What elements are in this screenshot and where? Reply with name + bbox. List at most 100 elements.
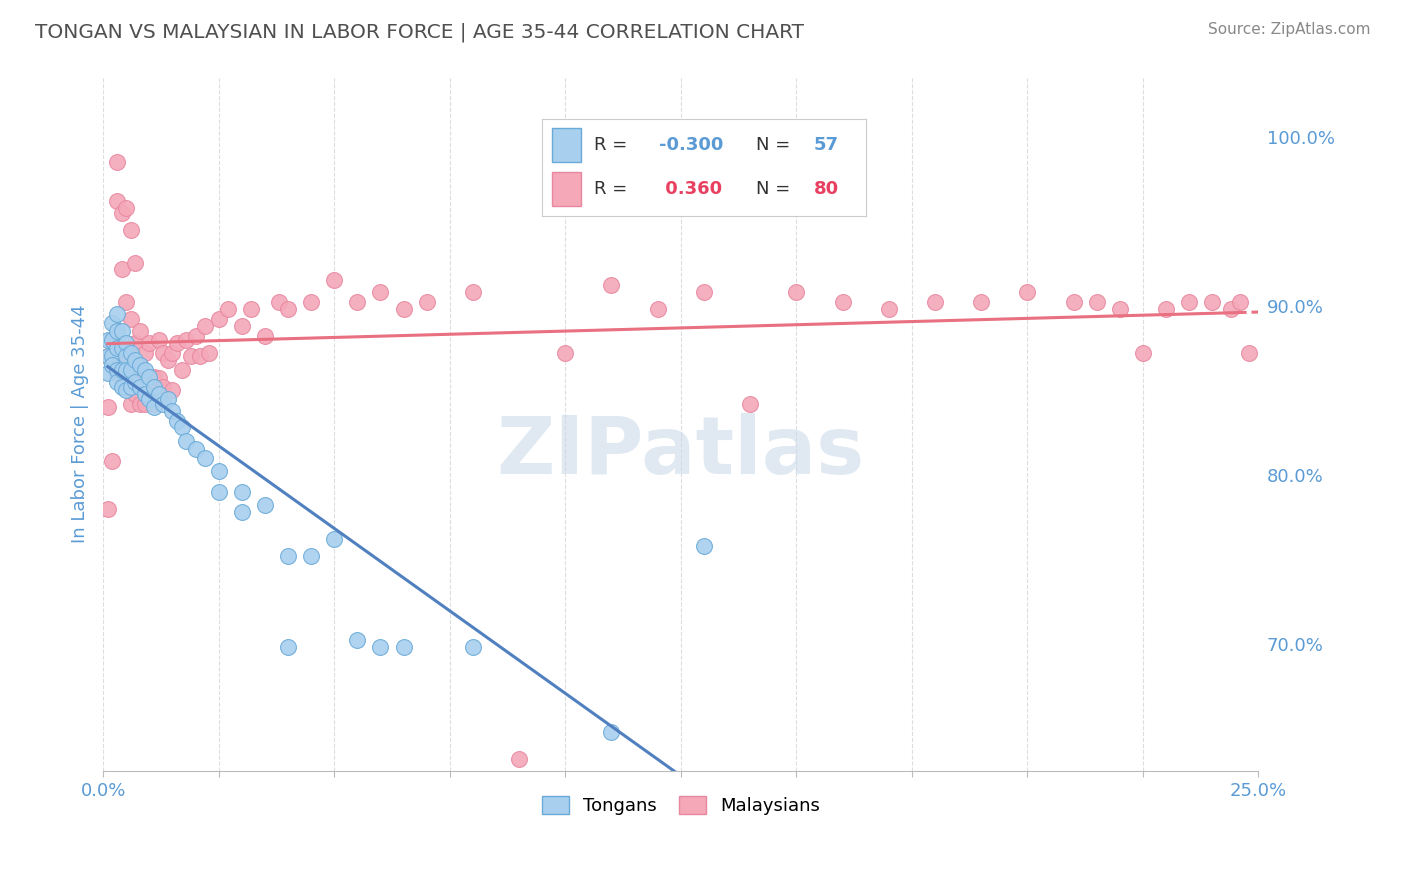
Point <box>138 392 160 406</box>
Point <box>600 724 623 739</box>
Point <box>129 363 152 377</box>
Point <box>105 375 128 389</box>
Point <box>170 363 193 377</box>
Point <box>101 350 124 364</box>
Point <box>831 295 853 310</box>
Point <box>253 498 276 512</box>
Point <box>97 350 120 364</box>
Point <box>120 222 142 236</box>
Point <box>277 549 299 563</box>
Point <box>110 380 132 394</box>
Text: TONGAN VS MALAYSIAN IN LABOR FORCE | AGE 35-44 CORRELATION CHART: TONGAN VS MALAYSIAN IN LABOR FORCE | AGE… <box>35 22 804 42</box>
Point <box>105 341 128 355</box>
Point <box>240 302 263 317</box>
Point <box>877 302 900 317</box>
Point <box>110 205 132 219</box>
Point <box>115 201 138 215</box>
Point <box>105 307 128 321</box>
Point <box>138 386 160 401</box>
Point <box>924 295 946 310</box>
Point <box>124 256 146 270</box>
Point <box>143 397 166 411</box>
Point <box>148 371 170 385</box>
Point <box>115 363 138 377</box>
Point <box>129 380 152 394</box>
Point <box>1154 302 1177 317</box>
Point <box>105 194 128 208</box>
Point <box>138 335 160 350</box>
Point <box>231 505 253 519</box>
Point <box>1132 346 1154 360</box>
Point <box>166 335 188 350</box>
Point <box>143 380 166 394</box>
Point <box>115 383 138 397</box>
Point <box>110 324 132 338</box>
Point <box>120 363 142 377</box>
Point <box>1017 285 1039 300</box>
Point <box>231 484 253 499</box>
Point <box>461 285 484 300</box>
Point <box>184 329 207 343</box>
Point <box>120 397 142 411</box>
Point <box>124 335 146 350</box>
Point <box>188 350 211 364</box>
Point <box>208 464 231 478</box>
Point <box>129 324 152 338</box>
Point <box>1237 346 1260 360</box>
Point <box>370 285 392 300</box>
Point <box>124 375 146 389</box>
Point <box>392 302 415 317</box>
Point <box>110 346 132 360</box>
Point <box>392 640 415 655</box>
Point <box>138 369 160 384</box>
Point <box>267 295 290 310</box>
Point <box>184 442 207 457</box>
Point <box>1085 295 1108 310</box>
Point <box>148 386 170 401</box>
Point <box>120 346 142 360</box>
Point <box>166 414 188 428</box>
Point <box>110 363 132 377</box>
Point <box>115 335 138 350</box>
Point <box>180 350 202 364</box>
Point <box>129 358 152 372</box>
Point <box>152 346 174 360</box>
Point <box>693 539 716 553</box>
Point <box>97 350 120 364</box>
Point <box>785 285 807 300</box>
Point <box>156 392 179 406</box>
Point <box>97 367 120 381</box>
Point <box>110 261 132 276</box>
Point <box>134 363 156 377</box>
Point <box>124 386 146 401</box>
Point <box>600 278 623 293</box>
Point <box>647 302 669 317</box>
Point <box>1229 295 1251 310</box>
Point <box>120 380 142 394</box>
Point <box>176 434 198 448</box>
Point <box>1178 295 1201 310</box>
Point <box>97 333 120 347</box>
Point <box>323 273 346 287</box>
Point <box>170 420 193 434</box>
Point <box>1063 295 1085 310</box>
Point <box>1201 295 1223 310</box>
Point <box>277 302 299 317</box>
Point <box>105 363 128 377</box>
Point <box>194 450 217 465</box>
Point <box>143 369 166 384</box>
Point <box>134 397 156 411</box>
Point <box>461 640 484 655</box>
Point <box>970 295 993 310</box>
Point <box>143 400 166 414</box>
Point <box>693 285 716 300</box>
Point <box>129 397 152 411</box>
Point <box>1108 302 1130 317</box>
Point <box>101 316 124 330</box>
Point <box>415 295 437 310</box>
Point <box>105 155 128 169</box>
Point <box>115 295 138 310</box>
Point <box>217 302 239 317</box>
Point <box>110 341 132 355</box>
Point <box>299 295 322 310</box>
